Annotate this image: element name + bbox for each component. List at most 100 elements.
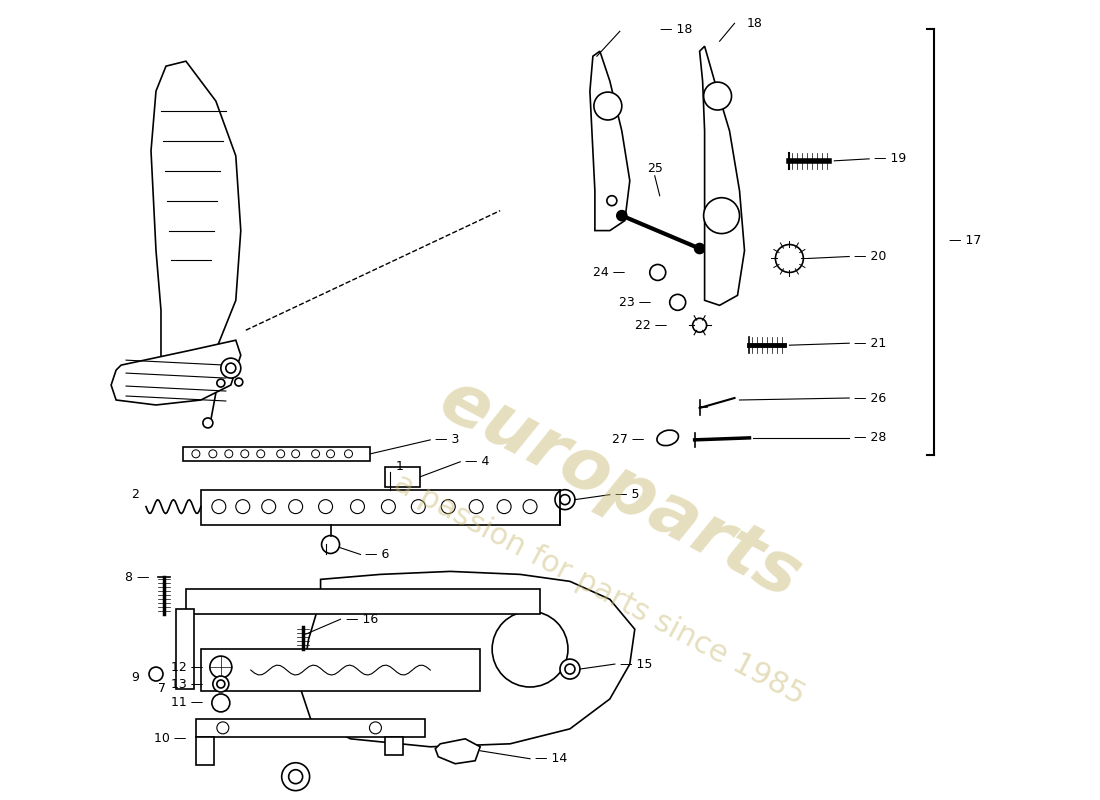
Polygon shape xyxy=(151,61,241,370)
Ellipse shape xyxy=(317,596,334,606)
Text: 12 —: 12 — xyxy=(170,661,202,674)
Polygon shape xyxy=(700,46,745,306)
Ellipse shape xyxy=(406,596,425,606)
Text: — 17: — 17 xyxy=(949,234,981,247)
Text: — 19: — 19 xyxy=(874,152,906,166)
Ellipse shape xyxy=(227,596,245,606)
Text: — 5: — 5 xyxy=(615,488,639,501)
Ellipse shape xyxy=(287,596,305,606)
Circle shape xyxy=(594,92,621,120)
Circle shape xyxy=(234,378,243,386)
Text: — 16: — 16 xyxy=(345,613,377,626)
Circle shape xyxy=(370,722,382,734)
Ellipse shape xyxy=(408,665,425,675)
Circle shape xyxy=(670,294,685,310)
Text: 7: 7 xyxy=(158,682,166,695)
Text: europarts: europarts xyxy=(428,366,812,614)
Ellipse shape xyxy=(376,596,395,606)
Text: — 6: — 6 xyxy=(365,548,389,561)
Polygon shape xyxy=(436,739,481,764)
Text: 2: 2 xyxy=(131,488,139,501)
Circle shape xyxy=(256,450,265,458)
Ellipse shape xyxy=(297,665,312,675)
Circle shape xyxy=(344,450,352,458)
Bar xyxy=(385,737,404,754)
Circle shape xyxy=(382,500,395,514)
Circle shape xyxy=(212,500,226,514)
Circle shape xyxy=(288,500,302,514)
Circle shape xyxy=(226,363,235,373)
Circle shape xyxy=(321,535,340,554)
Text: — 3: — 3 xyxy=(436,434,460,446)
Circle shape xyxy=(202,418,213,428)
Circle shape xyxy=(470,500,483,514)
Ellipse shape xyxy=(466,596,484,606)
Bar xyxy=(186,590,540,614)
Circle shape xyxy=(617,210,627,221)
Text: — 14: — 14 xyxy=(535,752,568,766)
Text: a passion for parts since 1985: a passion for parts since 1985 xyxy=(389,468,811,710)
Ellipse shape xyxy=(241,665,256,675)
Circle shape xyxy=(191,450,200,458)
Text: — 26: — 26 xyxy=(855,391,887,405)
Bar xyxy=(201,649,481,691)
Ellipse shape xyxy=(268,665,285,675)
Circle shape xyxy=(213,676,229,692)
Text: 13 —: 13 — xyxy=(170,678,202,690)
Text: 24 —: 24 — xyxy=(593,266,625,279)
Text: — 18: — 18 xyxy=(660,22,692,36)
Text: — 21: — 21 xyxy=(855,337,887,350)
Circle shape xyxy=(210,656,232,678)
Circle shape xyxy=(607,196,617,206)
Polygon shape xyxy=(111,340,241,405)
Circle shape xyxy=(351,500,364,514)
Text: 18: 18 xyxy=(747,17,762,30)
Text: — 4: — 4 xyxy=(465,455,490,468)
Circle shape xyxy=(282,762,309,790)
Circle shape xyxy=(693,318,706,332)
Circle shape xyxy=(224,450,233,458)
Circle shape xyxy=(524,500,537,514)
Text: 27 —: 27 — xyxy=(613,434,645,446)
Circle shape xyxy=(311,450,320,458)
Ellipse shape xyxy=(381,665,396,675)
Circle shape xyxy=(704,198,739,234)
Ellipse shape xyxy=(256,596,275,606)
Circle shape xyxy=(292,450,299,458)
Ellipse shape xyxy=(437,596,454,606)
Circle shape xyxy=(217,379,224,387)
Bar xyxy=(183,447,371,461)
Circle shape xyxy=(235,500,250,514)
Circle shape xyxy=(327,450,334,458)
Circle shape xyxy=(217,722,229,734)
Circle shape xyxy=(560,494,570,505)
Ellipse shape xyxy=(197,596,215,606)
Circle shape xyxy=(209,450,217,458)
Circle shape xyxy=(776,245,803,273)
Circle shape xyxy=(650,265,666,281)
Circle shape xyxy=(262,500,276,514)
Ellipse shape xyxy=(437,665,452,675)
Circle shape xyxy=(694,243,705,254)
Circle shape xyxy=(560,659,580,679)
Ellipse shape xyxy=(213,665,229,675)
Ellipse shape xyxy=(657,430,679,446)
Text: 8 —: 8 — xyxy=(124,571,148,584)
Text: 25: 25 xyxy=(647,162,662,175)
Circle shape xyxy=(492,611,568,687)
Text: 1: 1 xyxy=(395,460,404,474)
Text: 10 —: 10 — xyxy=(154,732,186,746)
Circle shape xyxy=(288,770,302,784)
Circle shape xyxy=(212,694,230,712)
Circle shape xyxy=(221,358,241,378)
Circle shape xyxy=(411,500,426,514)
Text: — 15: — 15 xyxy=(619,658,652,670)
Text: 11 —: 11 — xyxy=(170,697,202,710)
Text: — 20: — 20 xyxy=(855,250,887,263)
Text: — 28: — 28 xyxy=(855,431,887,444)
Bar xyxy=(201,490,560,525)
Polygon shape xyxy=(590,51,630,230)
Circle shape xyxy=(497,500,512,514)
Circle shape xyxy=(277,450,285,458)
Bar xyxy=(385,466,420,486)
